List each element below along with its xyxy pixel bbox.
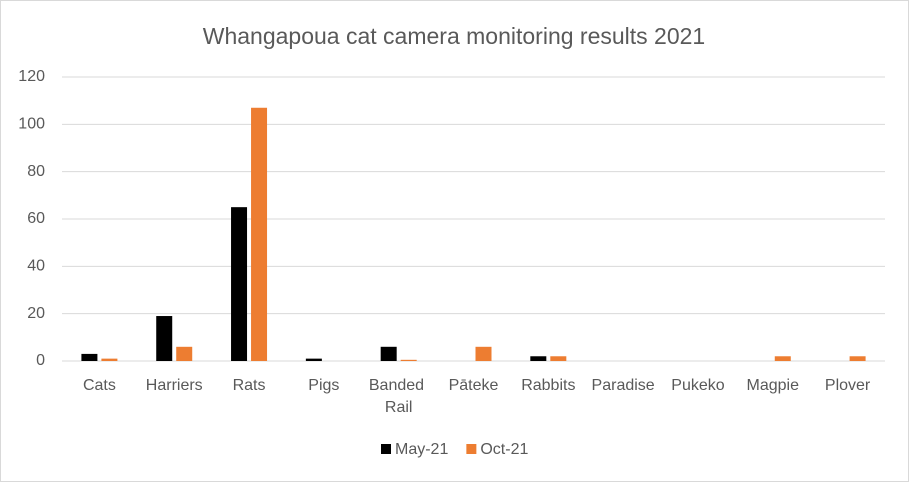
bar (380, 346, 397, 361)
bar (305, 358, 322, 361)
y-tick-label: 20 (27, 305, 45, 322)
y-tick-label: 120 (18, 68, 45, 85)
x-tick-label: Cats (83, 377, 116, 394)
x-tick-label: Banded Rail (369, 377, 429, 416)
x-tick-label: Rabbits (521, 377, 575, 394)
bar (550, 356, 567, 361)
bar (849, 356, 866, 361)
chart-title: Whangapoua cat camera monitoring results… (203, 23, 705, 49)
legend-label: Oct-21 (480, 441, 528, 458)
y-tick-label: 80 (27, 163, 45, 180)
y-tick-label: 100 (18, 116, 45, 133)
bar (400, 359, 417, 361)
x-tick-label: Rats (233, 377, 266, 394)
legend-swatch (466, 444, 477, 454)
bar (774, 356, 791, 361)
x-tick-label: Harriers (146, 377, 203, 394)
bar (81, 353, 98, 361)
x-tick-label: Pigs (308, 377, 339, 394)
y-tick-label: 60 (27, 210, 45, 227)
x-tick-label: Pāteke (449, 377, 499, 394)
y-tick-label: 0 (36, 352, 45, 369)
legend-label: May-21 (395, 441, 448, 458)
legend-swatch (381, 444, 391, 454)
x-tick-label: Pukeko (671, 377, 724, 394)
bar (475, 346, 492, 361)
bar (156, 316, 173, 361)
bar (231, 207, 248, 361)
bar (176, 346, 193, 361)
bar (101, 358, 118, 361)
x-tick-label: Plover (825, 377, 871, 394)
x-tick-label: Paradise (592, 377, 655, 394)
y-tick-label: 40 (27, 258, 45, 275)
bar (530, 356, 547, 361)
bar (251, 107, 268, 362)
x-tick-label: Magpie (747, 377, 800, 394)
